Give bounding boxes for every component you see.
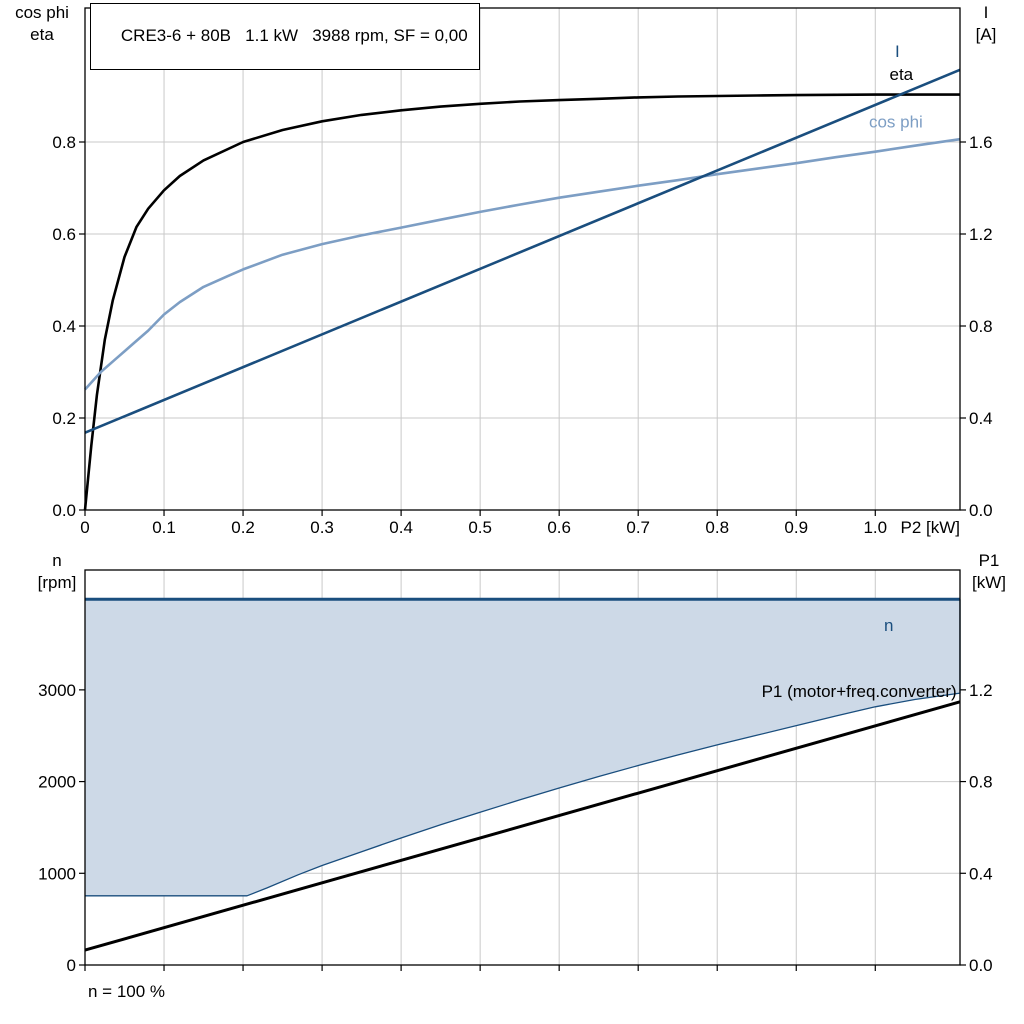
plot-frame (84, 7, 961, 511)
axis-label-cos-phi: cos phi (15, 3, 69, 22)
top-chart-right-axis-title: I [A] (956, 2, 1016, 46)
series-P1 (84, 700, 961, 952)
y-tick-label-right: 0.0 (969, 501, 993, 520)
speed-footnote: n = 100 % (88, 982, 166, 1001)
x-tick-label: 0.8 (705, 518, 729, 537)
y-tick-label-left: 0.4 (52, 317, 76, 336)
y-tick-label-left: 0.2 (52, 409, 76, 428)
axis-label-current-unit: [A] (975, 25, 997, 44)
x-tick-label: 0.9 (784, 518, 808, 537)
series-cos-phi (84, 137, 961, 391)
axis-label-p1: P1 (978, 551, 1000, 570)
x-tick-label: 0 (80, 518, 89, 537)
x-tick-label: 0.2 (231, 518, 255, 537)
y-tick-label-left: 0.8 (52, 133, 76, 152)
series-n-min (85, 599, 961, 897)
x-tick-label: 0.1 (152, 518, 176, 537)
x-tick-label: 0.6 (547, 518, 571, 537)
plot-frame (84, 569, 961, 966)
x-axis-label: P2 [kW] (900, 518, 960, 537)
top-chart-canvas: 0 0.1 0.2 0.3 0.4 0.5 0.6 0.7 0.8 0.9 1.0 0.0 0.2 0.4… (52, 7, 993, 537)
y-tick-label-right: 0.8 (969, 773, 993, 792)
y-tick-label-right: 0.4 (969, 864, 993, 883)
bottom-chart-right-axis-title: P1 [kW] (958, 550, 1020, 594)
y-tick-label-left: 2000 (38, 773, 76, 792)
annotation-P1-(motor+freq.converter): P1 (motor+freq.converter) (762, 682, 957, 701)
y-tick-label-left: 0.6 (52, 225, 76, 244)
chart-title: CRE3-6 + 80B 1.1 kW 3988 rpm, SF = 0,00 (120, 26, 468, 45)
axis-label-current: I (983, 3, 989, 22)
series-eta (83, 93, 960, 511)
y-tick-label-right: 0.0 (969, 956, 993, 975)
y-tick-label-left: 0.0 (52, 501, 76, 520)
y-tick-label-right: 0.4 (969, 409, 993, 428)
y-tick-label-left: 3000 (38, 681, 76, 700)
y-tick-label-right: 1.2 (969, 681, 993, 700)
y-tick-label-left: 1000 (38, 864, 76, 883)
y-tick-label-right: 1.2 (969, 225, 993, 244)
x-tick-label: 0.4 (389, 518, 413, 537)
series-I (84, 68, 961, 434)
series-speed-band (85, 599, 960, 896)
y-tick-label-right: 0.8 (969, 317, 993, 336)
x-tick-label: 0.3 (310, 518, 334, 537)
axis-label-speed-unit: [rpm] (37, 573, 77, 592)
bottom-chart-canvas: 0 1000 2000 3000 0.0 0.4 0.8 1.2 n P1 (motor+freq… (38, 569, 993, 975)
annotation-I: I (895, 42, 900, 61)
annotation-eta: eta (890, 65, 914, 84)
annotation-n: n (884, 616, 893, 635)
x-tick-label: 1.0 (863, 518, 887, 537)
x-tick-label: 0.7 (626, 518, 650, 537)
axis-label-p1-unit: [kW] (972, 573, 1006, 592)
axis-label-eta: eta (30, 25, 54, 44)
y-tick-label-right: 1.6 (969, 133, 993, 152)
axis-label-speed: n (52, 551, 62, 570)
y-tick-label-left: 0 (67, 956, 76, 975)
annotation-cos-phi: cos phi (869, 112, 923, 131)
x-tick-label: 0.5 (468, 518, 492, 537)
top-chart-left-axis-title: cos phi eta (6, 2, 78, 46)
chart-title-box: CRE3-6 + 80B 1.1 kW 3988 rpm, SF = 0,00 (90, 3, 480, 70)
bottom-chart-left-axis-title: n [rpm] (18, 550, 96, 594)
